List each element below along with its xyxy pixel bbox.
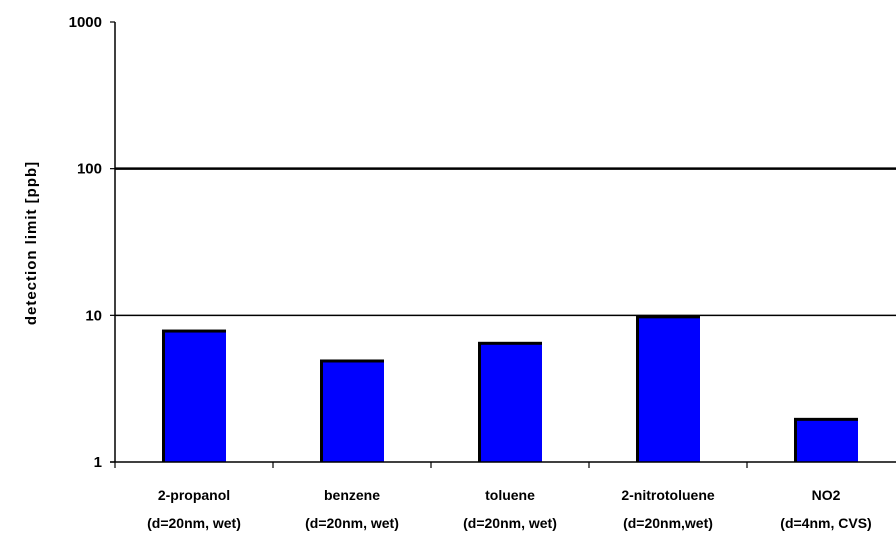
- y-tick-label: 10: [85, 307, 102, 324]
- bar: [639, 318, 700, 462]
- x-category-label: 2-nitrotoluene: [621, 487, 715, 503]
- bar: [323, 362, 384, 462]
- x-category-detail: (d=20nm, wet): [147, 515, 241, 531]
- y-axis-title: detection limit [ppb]: [23, 161, 40, 325]
- x-category-labels: 2-propanol (d=20nm, wet) benzene (d=20nm, w…: [147, 487, 872, 531]
- bar: [165, 332, 226, 462]
- y-tick-label: 1000: [69, 14, 102, 31]
- bars: [162, 315, 858, 462]
- x-category-label: 2-propanol: [158, 487, 230, 503]
- x-category-detail: (d=20nm, wet): [305, 515, 399, 531]
- gridlines: [115, 167, 896, 317]
- x-category-label: benzene: [324, 487, 380, 503]
- axes: [110, 21, 896, 468]
- bar: [481, 344, 542, 462]
- y-tick-label: 1: [94, 454, 102, 471]
- y-tick-labels: 1 10 100 1000: [69, 14, 102, 471]
- x-category-detail: (d=20nm, wet): [463, 515, 557, 531]
- x-category-detail: (d=4nm, CVS): [780, 515, 871, 531]
- x-category-label: NO2: [812, 487, 841, 503]
- x-category-label: toluene: [485, 487, 535, 503]
- y-tick-label: 100: [77, 161, 102, 178]
- bar: [797, 420, 858, 462]
- x-category-detail: (d=20nm,wet): [623, 515, 713, 531]
